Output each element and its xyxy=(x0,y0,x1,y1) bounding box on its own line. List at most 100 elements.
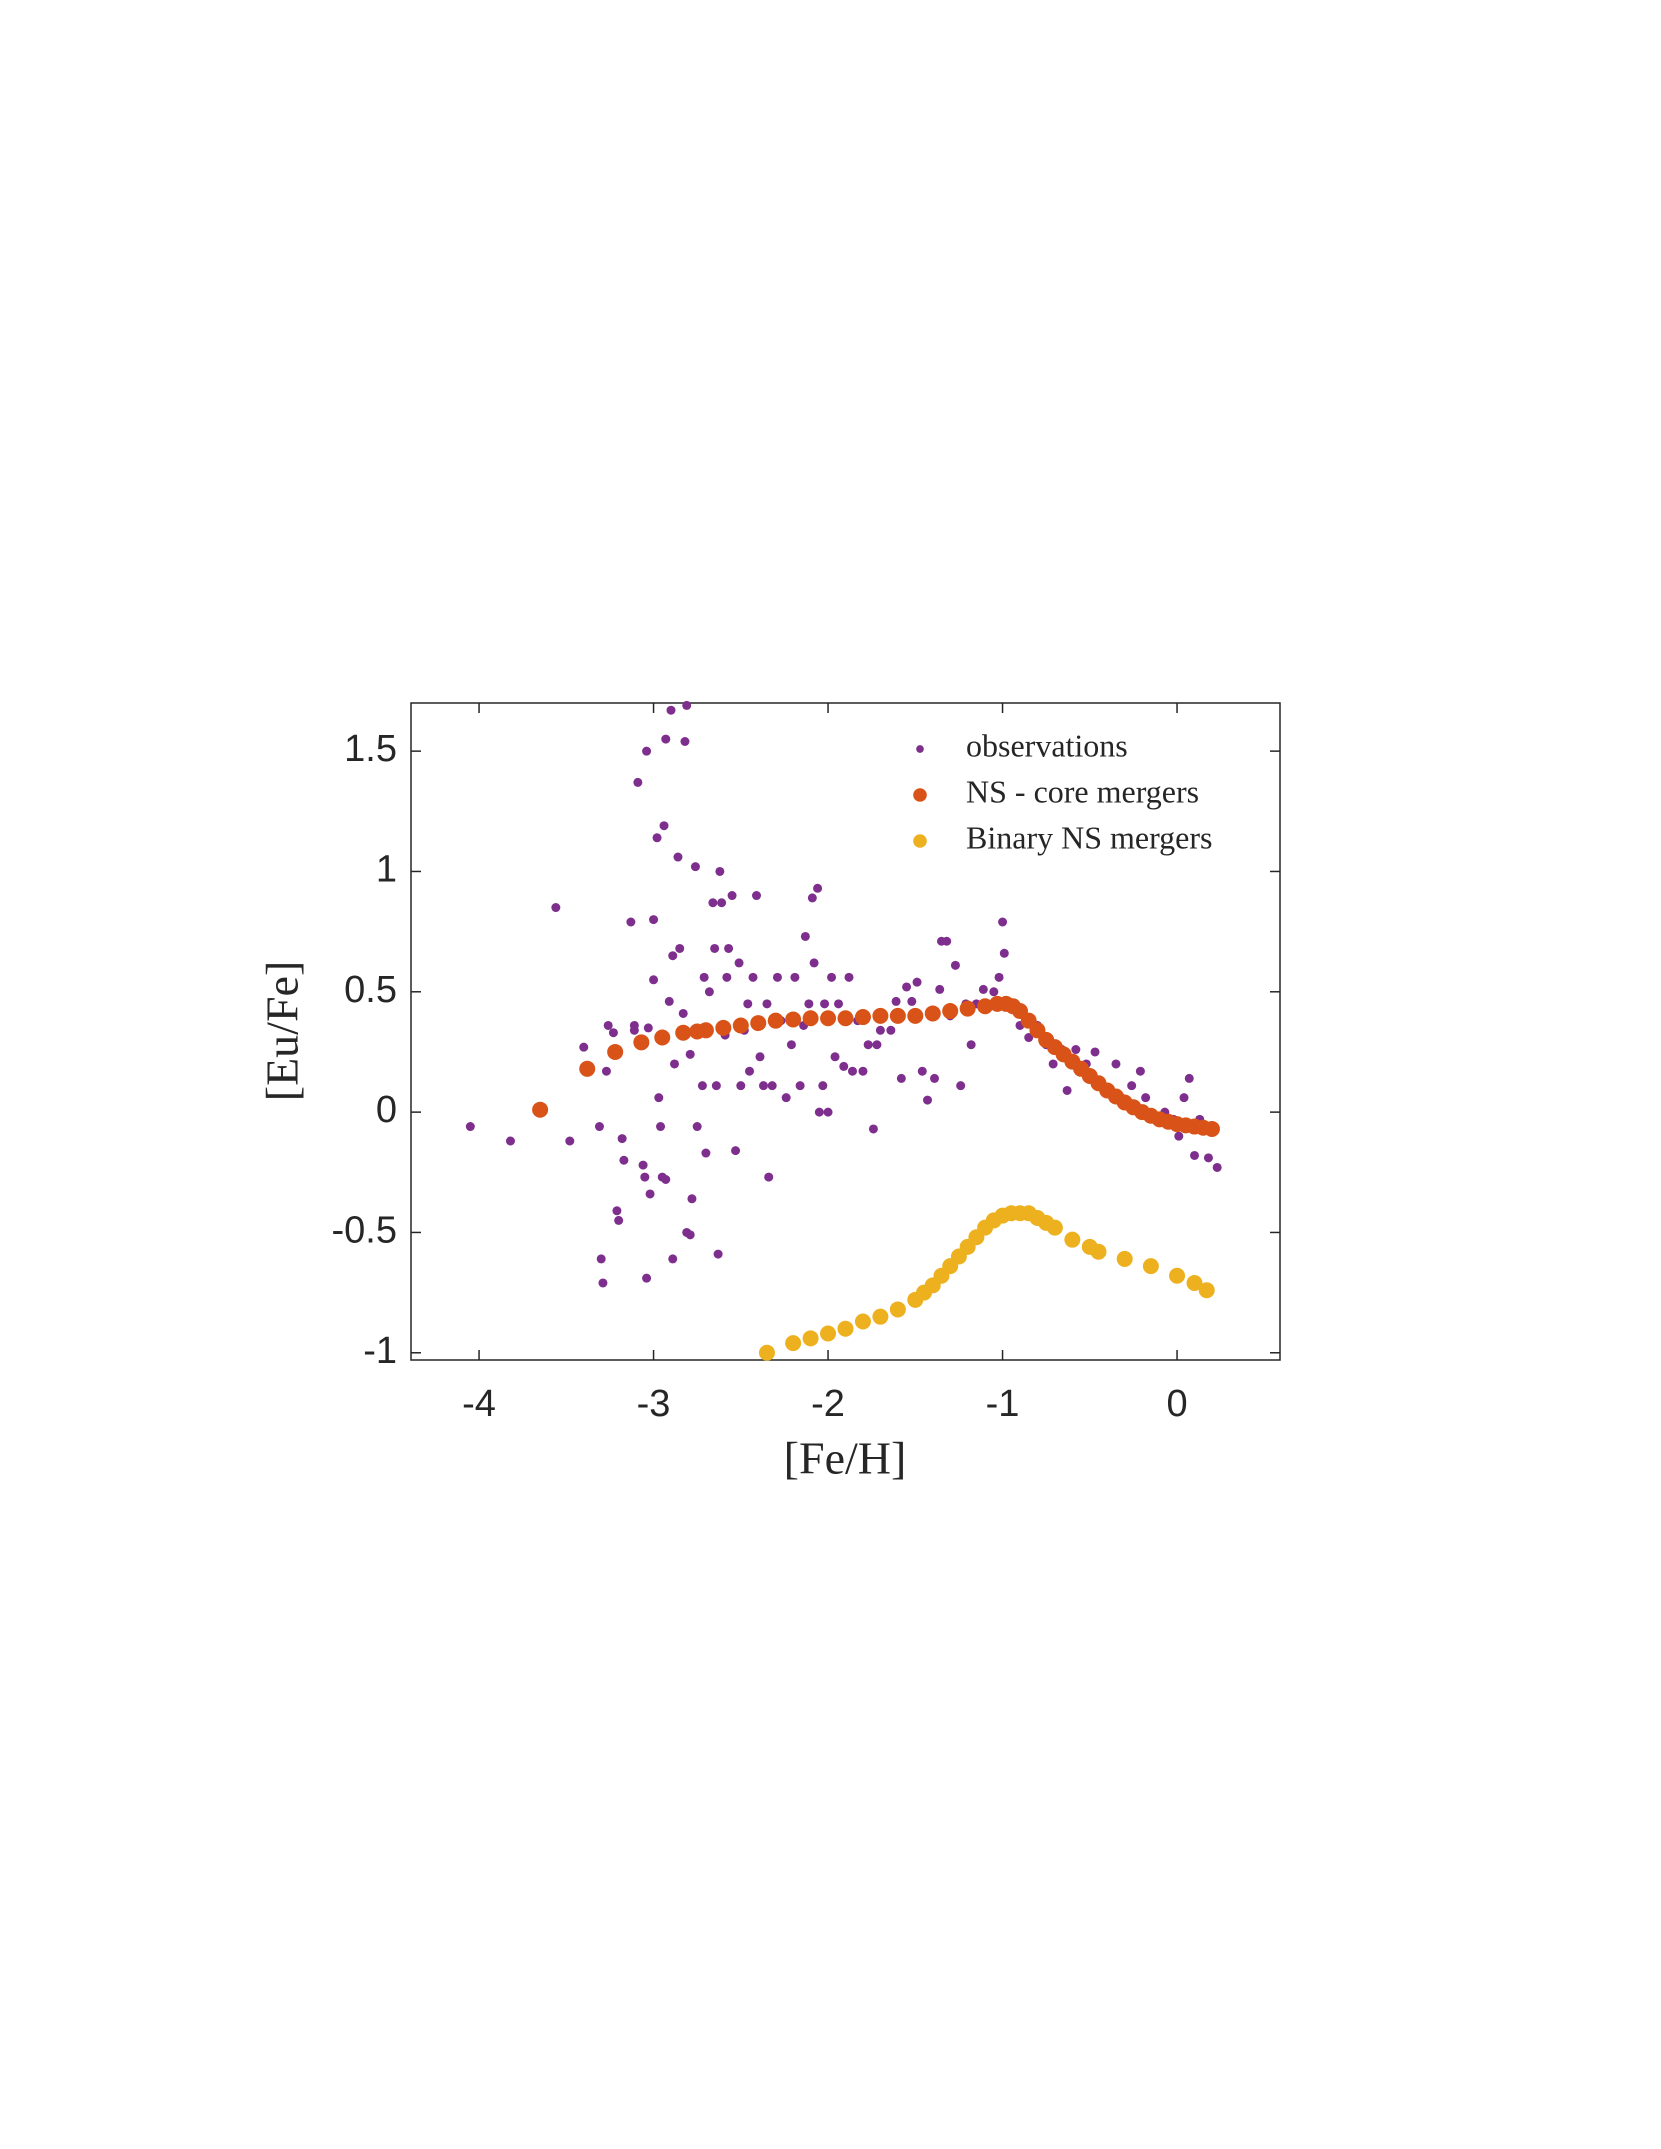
data-point xyxy=(1090,1047,1100,1057)
data-point xyxy=(823,1107,833,1117)
data-point xyxy=(959,1000,976,1017)
data-point xyxy=(638,1160,648,1170)
data-point xyxy=(601,1066,611,1076)
data-point xyxy=(786,1040,796,1050)
data-point xyxy=(814,1107,824,1117)
y-tick-label: 1.5 xyxy=(344,728,397,770)
data-point xyxy=(731,1146,741,1156)
data-point xyxy=(1116,1250,1133,1267)
data-point xyxy=(732,1017,749,1034)
plot-frame xyxy=(410,702,1281,1361)
data-point xyxy=(619,1155,629,1165)
data-point xyxy=(614,1215,624,1225)
data-point xyxy=(767,1081,777,1091)
data-point xyxy=(687,1194,697,1204)
data-point xyxy=(872,1007,889,1024)
x-tick-label: -2 xyxy=(811,1383,845,1425)
data-point xyxy=(642,746,652,756)
data-point xyxy=(785,1011,802,1028)
data-point xyxy=(942,1003,959,1020)
data-point xyxy=(917,1066,927,1076)
data-point xyxy=(935,984,945,994)
data-point xyxy=(690,862,700,872)
data-point xyxy=(847,1066,857,1076)
data-point xyxy=(1169,1267,1186,1284)
data-point xyxy=(1212,1162,1222,1172)
data-point xyxy=(820,1010,837,1027)
data-point xyxy=(999,948,1009,958)
data-point xyxy=(1111,1059,1121,1069)
data-point xyxy=(704,987,714,997)
data-point xyxy=(598,1278,608,1288)
legend-marker xyxy=(913,788,927,802)
data-point xyxy=(863,1040,873,1050)
legend-label: observations xyxy=(966,727,1128,763)
data-point xyxy=(643,1023,653,1033)
data-point xyxy=(715,866,725,876)
data-point xyxy=(907,996,917,1006)
data-point xyxy=(942,936,952,946)
y-tick-label: 0.5 xyxy=(344,969,397,1011)
data-point xyxy=(923,1095,933,1105)
data-point xyxy=(708,898,718,908)
data-point xyxy=(661,1175,671,1185)
data-point xyxy=(1090,1243,1107,1260)
data-point xyxy=(795,1081,805,1091)
data-point xyxy=(1127,1081,1137,1091)
data-point xyxy=(907,1007,924,1024)
data-point xyxy=(839,1061,849,1071)
data-point xyxy=(645,1189,655,1199)
data-point xyxy=(642,1273,652,1283)
data-point xyxy=(889,1301,906,1318)
data-point xyxy=(1198,1282,1215,1299)
data-point xyxy=(565,1136,575,1146)
data-point xyxy=(715,1019,732,1036)
data-point xyxy=(1024,1033,1034,1043)
data-point xyxy=(1174,1131,1184,1141)
data-point xyxy=(800,931,810,941)
data-point xyxy=(889,1007,906,1024)
data-point xyxy=(854,1313,871,1330)
data-point xyxy=(1203,1120,1220,1137)
data-point xyxy=(977,998,994,1015)
data-point xyxy=(818,1081,828,1091)
data-point xyxy=(1142,1258,1159,1275)
data-point xyxy=(830,1052,840,1062)
data-point xyxy=(755,1052,765,1062)
data-point xyxy=(727,891,737,901)
data-point xyxy=(652,833,662,843)
x-tick-label: -1 xyxy=(986,1383,1020,1425)
data-point xyxy=(872,1308,889,1325)
data-point xyxy=(682,700,692,710)
data-point xyxy=(745,1066,755,1076)
data-point xyxy=(752,891,762,901)
data-point xyxy=(710,943,720,953)
data-point xyxy=(680,737,690,747)
data-point xyxy=(629,1020,639,1030)
data-point xyxy=(659,821,669,831)
data-point xyxy=(966,1040,976,1050)
data-point xyxy=(758,1344,775,1361)
legend-label: NS - core mergers xyxy=(966,773,1199,809)
data-point xyxy=(781,1093,791,1103)
data-point xyxy=(713,1249,723,1259)
data-point xyxy=(654,1029,671,1046)
data-point xyxy=(875,1025,885,1035)
data-point xyxy=(804,999,814,1009)
data-point xyxy=(1062,1085,1072,1095)
data-point xyxy=(612,1206,622,1216)
data-point xyxy=(994,972,1004,982)
data-point xyxy=(1064,1231,1081,1248)
data-point xyxy=(579,1042,589,1052)
data-point xyxy=(1179,1093,1189,1103)
data-point xyxy=(813,883,823,893)
data-point xyxy=(711,1081,721,1091)
data-point xyxy=(1135,1066,1145,1076)
y-tick-label: 0 xyxy=(376,1089,397,1131)
data-point xyxy=(929,1073,939,1083)
data-point xyxy=(617,1134,627,1144)
data-point xyxy=(837,1010,854,1027)
data-point xyxy=(579,1060,596,1077)
x-axis-label: [Fe/H] xyxy=(784,1433,907,1484)
data-point xyxy=(837,1320,854,1337)
